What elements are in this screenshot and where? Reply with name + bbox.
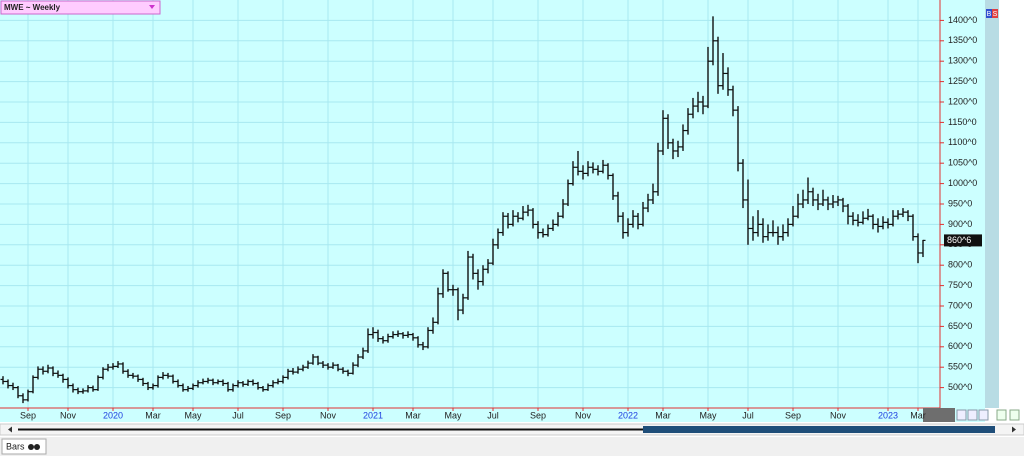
x-tick-label: Nov — [830, 410, 847, 420]
x-tick-label: Nov — [320, 410, 337, 420]
x-tick-label: Mar — [655, 410, 671, 420]
y-tick-label: 1250^0 — [948, 76, 977, 86]
side-button-label: B — [987, 11, 992, 18]
x-tick-label: Sep — [785, 410, 801, 420]
side-button-label: S — [993, 11, 998, 18]
symbol-selector[interactable] — [0, 0, 161, 15]
last-price-box — [944, 234, 982, 247]
scroll-thumb[interactable] — [643, 426, 995, 433]
x-tick-label: May — [184, 410, 202, 420]
y-tick-label: 600^0 — [948, 341, 972, 351]
y-tick-label: 1150^0 — [948, 117, 977, 127]
y-tick-label: 1050^0 — [948, 158, 977, 168]
dropdown-arrow[interactable] — [149, 5, 155, 9]
tab-label: Bars — [6, 441, 25, 451]
y-tick-label: 1000^0 — [948, 178, 977, 188]
view-button[interactable] — [978, 409, 989, 421]
scroll-left[interactable] — [8, 426, 12, 433]
view-button[interactable] — [956, 409, 967, 421]
y-tick-label: 650^0 — [948, 321, 972, 331]
x-tick-label: Sep — [530, 410, 546, 420]
x-tick-label: Nov — [60, 410, 77, 420]
x-tick-label: 2023 — [878, 410, 898, 420]
y-tick-label: 700^0 — [948, 300, 972, 310]
x-tick-label: Mar — [145, 410, 161, 420]
view-button[interactable] — [1009, 409, 1020, 421]
side-panel — [985, 0, 999, 408]
view-button[interactable] — [967, 409, 978, 421]
tab-icon — [34, 444, 40, 450]
y-tick-label: 500^0 — [948, 382, 972, 392]
y-tick-label: 1200^0 — [948, 96, 977, 106]
y-tick-label: 900^0 — [948, 219, 972, 229]
x-tick-label: Sep — [275, 410, 291, 420]
tab-bar — [0, 437, 1024, 456]
x-tick-label: Sep — [20, 410, 36, 420]
scroll-right[interactable] — [1012, 426, 1016, 433]
x-tick-label: May — [444, 410, 462, 420]
side-button[interactable] — [992, 9, 998, 18]
x-tick-label: 2021 — [363, 410, 383, 420]
y-tick-label: 1300^0 — [948, 56, 977, 66]
x-tick-label: Mar — [910, 410, 926, 420]
corner-block — [923, 408, 955, 422]
x-tick-label: May — [699, 410, 717, 420]
x-tick-label: Mar — [405, 410, 421, 420]
x-tick-label: Nov — [575, 410, 592, 420]
symbol-label: MWE ~ Weekly — [4, 3, 61, 12]
y-tick-label: 550^0 — [948, 362, 972, 372]
y-tick-label: 1350^0 — [948, 35, 977, 45]
tab-icon — [28, 444, 34, 450]
y-tick-label: 750^0 — [948, 280, 972, 290]
x-tick-label: Jul — [742, 410, 754, 420]
tab[interactable] — [1, 438, 47, 455]
x-tick-label: Jul — [487, 410, 499, 420]
x-tick-label: Jul — [232, 410, 244, 420]
y-tick-label: 800^0 — [948, 260, 972, 270]
y-tick-label: 950^0 — [948, 198, 972, 208]
y-tick-label: 1400^0 — [948, 15, 977, 25]
view-buttons — [956, 409, 1020, 421]
side-button[interactable] — [986, 9, 992, 18]
last-price-label: 860^6 — [947, 235, 971, 245]
x-tick-label: 2020 — [103, 410, 123, 420]
y-tick-label: 1100^0 — [948, 137, 977, 147]
view-button[interactable] — [996, 409, 1007, 421]
x-tick-label: 2022 — [618, 410, 638, 420]
